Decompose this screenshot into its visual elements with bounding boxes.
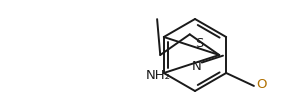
Text: O: O [256, 78, 266, 91]
Text: S: S [195, 37, 203, 50]
Text: NH₂: NH₂ [146, 69, 171, 82]
Text: N: N [192, 60, 202, 73]
